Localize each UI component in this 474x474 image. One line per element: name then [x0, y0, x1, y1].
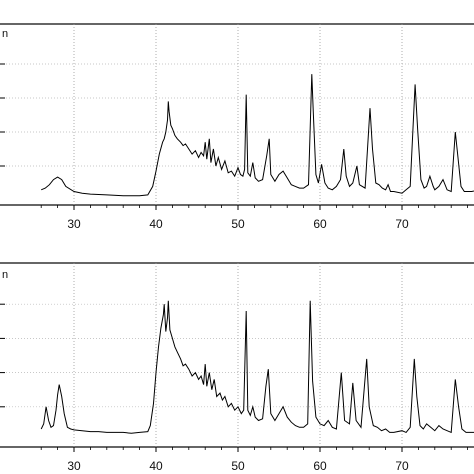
- bottom-chart-frame: [0, 262, 474, 448]
- top-chart-series-line: [41, 74, 474, 197]
- top-corner-label: n: [2, 28, 8, 40]
- x-tick-label-30: 30: [67, 459, 81, 473]
- x-tick-label-60: 60: [313, 217, 327, 231]
- bottom-chart-series-line: [40, 300, 474, 434]
- x-tick-label-50: 50: [231, 459, 245, 473]
- x-tick-label-60: 60: [313, 459, 327, 473]
- x-tick-label-70: 70: [395, 459, 409, 473]
- top-chart-frame: [0, 23, 474, 206]
- x-tick-label-40: 40: [149, 217, 163, 231]
- bottom-chart-x-ticks: [40, 447, 469, 452]
- top-chart-y-ticks: [0, 63, 5, 167]
- x-tick-label-40: 40: [149, 459, 163, 473]
- bottom-chart-y-ticks: [0, 303, 5, 408]
- top-chart-panel: n 30 40 50 60 70: [0, 23, 474, 231]
- x-tick-label-30: 30: [67, 217, 81, 231]
- top-chart-grid: [0, 24, 474, 205]
- top-chart-x-ticks: [40, 205, 469, 210]
- x-tick-label-50: 50: [231, 217, 245, 231]
- x-tick-label-70: 70: [395, 217, 409, 231]
- top-chart-x-tick-labels: 30 40 50 60 70: [67, 217, 409, 231]
- bottom-chart-grid: [0, 263, 474, 447]
- bottom-corner-label: n: [2, 269, 8, 281]
- bottom-chart-panel: n 30 40 50 60 70: [0, 262, 474, 473]
- bottom-chart-x-tick-labels: 30 40 50 60 70: [67, 459, 409, 473]
